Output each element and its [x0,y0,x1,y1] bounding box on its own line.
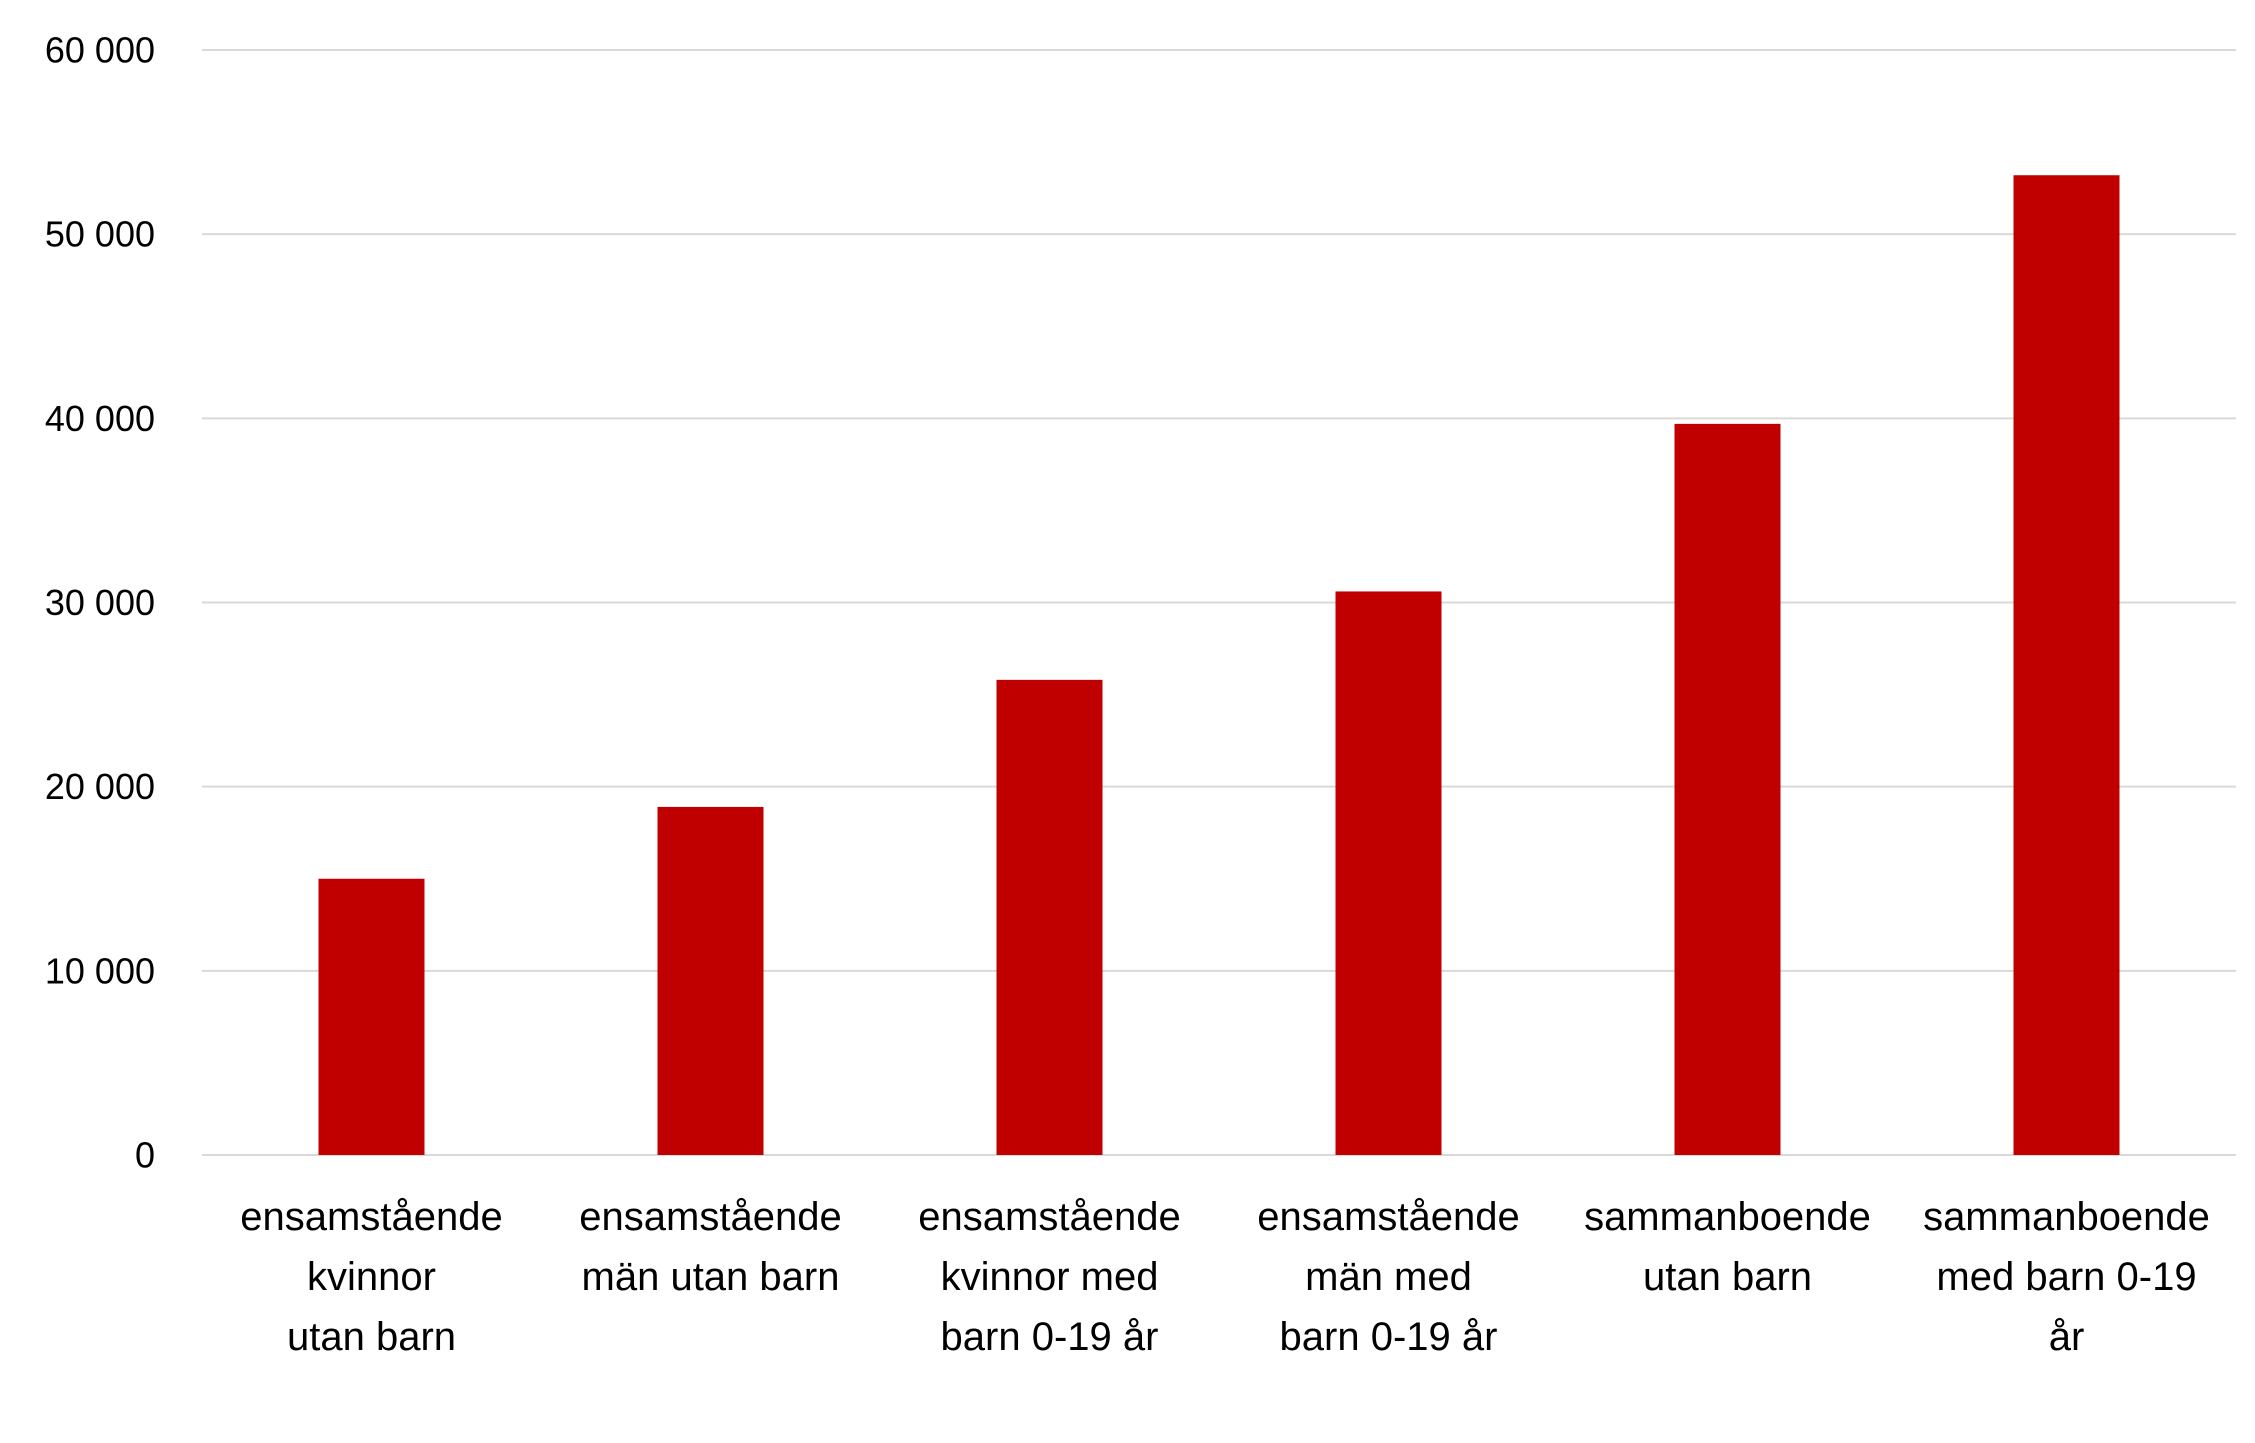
y-tick-label: 40 000 [45,398,155,439]
x-category-label-line: kvinnor med [941,1255,1159,1299]
x-category-label: ensamstående kvinnor med barn 0-19 år [918,1195,1180,1359]
x-category-label-line: ensamstående [1257,1195,1519,1239]
x-category-label-line: män med [1305,1255,1472,1299]
x-category-label-line: ensamstående [918,1195,1180,1239]
bar [657,806,764,1155]
bar [1674,423,1781,1155]
x-category-label-line: ensamstående [240,1195,502,1239]
x-category-label: ensamstående män utan barn [579,1195,841,1299]
x-category-label-line: barn 0-19 år [1280,1315,1498,1359]
x-category-label-line: med barn 0-19 [1936,1255,2196,1299]
y-tick-label: 20 000 [45,766,155,807]
x-category-label-line: år [2049,1315,2085,1359]
x-category-label: sammanboende med barn 0-19 år [1923,1195,2210,1359]
bars [318,175,2120,1155]
x-category-label: ensamstående kvinnor utan barn [240,1195,502,1359]
x-category-label-line: barn 0-19 år [941,1315,1159,1359]
x-category-label-line: kvinnor [307,1255,436,1299]
x-axis-category-labels: ensamstående kvinnor utan barnensamstående… [240,1195,2210,1359]
y-tick-label: 60 000 [45,30,155,71]
x-category-label-line: ensamstående [579,1195,841,1239]
bar [318,878,425,1155]
gridlines [202,49,2236,1156]
bar [2013,175,2120,1155]
x-category-label: ensamstående män med barn 0-19 år [1257,1195,1519,1359]
y-tick-label: 0 [135,1135,155,1176]
y-axis-tick-labels: 0 10 000 20 000 30 000 40 000 50 000 60 000 [45,30,155,1176]
x-category-label-line: sammanboende [1584,1195,1871,1239]
bar [1335,591,1442,1155]
x-category-label-line: sammanboende [1923,1195,2210,1239]
y-tick-label: 10 000 [45,950,155,991]
x-category-label-line: män utan barn [582,1255,840,1299]
x-category-label: sammanboende utan barn [1584,1195,1871,1299]
x-category-label-line: utan barn [1643,1255,1812,1299]
bar [996,679,1103,1155]
y-tick-label: 30 000 [45,582,155,623]
x-category-label-line: utan barn [287,1315,456,1359]
y-tick-label: 50 000 [45,214,155,255]
